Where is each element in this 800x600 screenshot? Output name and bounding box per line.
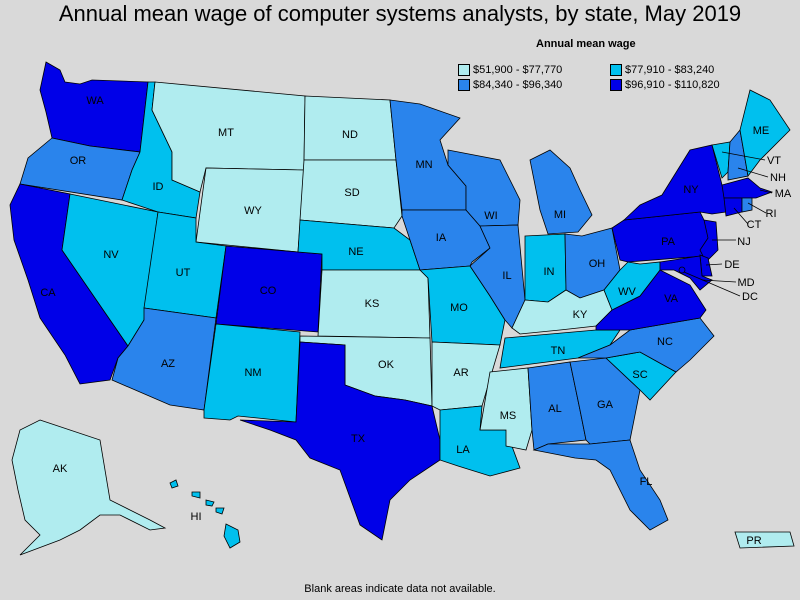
state-label-pr: PR bbox=[746, 535, 761, 547]
legend-label: $84,340 - $96,340 bbox=[473, 79, 563, 91]
state-label-az: AZ bbox=[161, 358, 175, 370]
state-label-wv: WV bbox=[618, 286, 636, 298]
state-ri[interactable] bbox=[741, 197, 753, 213]
state-label-sc: SC bbox=[632, 369, 647, 381]
state-pr[interactable] bbox=[734, 531, 795, 549]
state-label-nm: NM bbox=[244, 367, 261, 379]
state-label-ma: MA bbox=[775, 188, 792, 200]
leader-lines bbox=[683, 151, 773, 297]
state-ks[interactable] bbox=[317, 269, 431, 339]
state-label-me: ME bbox=[753, 125, 770, 137]
state-me[interactable] bbox=[739, 89, 791, 177]
legend-swatch bbox=[458, 79, 470, 91]
state-label-vt: VT bbox=[767, 155, 781, 167]
legend-item-tier-1: $77,910 - $83,240 bbox=[610, 64, 714, 76]
legend-item-tier-0: $51,900 - $77,770 bbox=[458, 64, 562, 76]
legend-item-tier-3: $96,910 - $110,820 bbox=[610, 79, 720, 91]
legend-label: $96,910 - $110,820 bbox=[625, 79, 720, 91]
state-nd[interactable] bbox=[303, 95, 397, 161]
state-label-ks: KS bbox=[365, 298, 380, 310]
state-label-tn: TN bbox=[551, 345, 566, 357]
state-label-nj: NJ bbox=[737, 236, 750, 248]
state-label-mi: MI bbox=[554, 209, 566, 221]
state-label-nh: NH bbox=[770, 172, 786, 184]
state-label-wi: WI bbox=[484, 210, 497, 222]
state-labels: WA OR CA NV ID MT WY UT AZ CO NM ND SD N… bbox=[40, 95, 792, 547]
state-la[interactable] bbox=[439, 405, 521, 477]
state-label-nv: NV bbox=[103, 249, 119, 261]
legend-title: Annual mean wage bbox=[536, 38, 636, 50]
state-il[interactable] bbox=[469, 224, 526, 329]
state-label-fl: FL bbox=[640, 476, 653, 488]
state-label-ga: GA bbox=[597, 399, 614, 411]
state-dc[interactable] bbox=[678, 266, 686, 274]
state-label-il: IL bbox=[502, 270, 511, 282]
state-label-in: IN bbox=[544, 266, 555, 278]
state-label-pa: PA bbox=[661, 236, 676, 248]
state-label-ms: MS bbox=[500, 410, 517, 422]
legend-swatch bbox=[610, 64, 622, 76]
state-label-ak: AK bbox=[53, 463, 68, 475]
state-hi[interactable] bbox=[169, 479, 241, 549]
state-fl[interactable] bbox=[532, 439, 669, 531]
state-label-mo: MO bbox=[450, 302, 468, 314]
state-tx[interactable] bbox=[239, 341, 441, 541]
state-label-al: AL bbox=[548, 403, 561, 415]
state-label-ca: CA bbox=[40, 287, 56, 299]
state-label-hi: HI bbox=[191, 511, 202, 523]
state-ct[interactable] bbox=[723, 197, 743, 217]
state-label-tx: TX bbox=[351, 433, 366, 445]
state-label-ne: NE bbox=[348, 246, 363, 258]
state-label-sd: SD bbox=[344, 187, 359, 199]
state-ma[interactable] bbox=[721, 177, 774, 199]
state-label-ny: NY bbox=[683, 184, 699, 196]
state-label-oh: OH bbox=[589, 258, 606, 270]
legend-label: $77,910 - $83,240 bbox=[625, 64, 715, 76]
state-label-md: MD bbox=[737, 277, 754, 289]
state-label-ky: KY bbox=[573, 309, 588, 321]
map-title: Annual mean wage of computer systems ana… bbox=[58, 1, 742, 26]
state-label-co: CO bbox=[260, 285, 277, 297]
state-label-mn: MN bbox=[415, 159, 432, 171]
state-nm[interactable] bbox=[203, 323, 301, 423]
state-label-va: VA bbox=[664, 293, 679, 305]
legend-item-tier-2: $84,340 - $96,340 bbox=[458, 79, 562, 91]
state-label-mt: MT bbox=[218, 127, 234, 139]
state-label-ar: AR bbox=[453, 367, 468, 379]
state-label-wa: WA bbox=[86, 95, 104, 107]
state-label-nd: ND bbox=[342, 129, 358, 141]
state-label-ok: OK bbox=[378, 359, 395, 371]
state-label-de: DE bbox=[724, 259, 739, 271]
state-label-la: LA bbox=[456, 444, 470, 456]
state-ak[interactable] bbox=[11, 419, 167, 556]
state-label-ct: CT bbox=[747, 219, 762, 231]
state-sd[interactable] bbox=[299, 159, 403, 229]
legend-swatch bbox=[458, 64, 470, 76]
state-label-ut: UT bbox=[176, 267, 191, 279]
footnote: Blank areas indicate data not available. bbox=[304, 583, 496, 595]
state-label-dc: DC bbox=[742, 291, 758, 303]
legend-label: $51,900 - $77,770 bbox=[473, 64, 563, 76]
state-label-nc: NC bbox=[657, 336, 673, 348]
state-label-or: OR bbox=[70, 155, 87, 167]
state-mi[interactable] bbox=[529, 149, 593, 235]
state-label-wy: WY bbox=[244, 205, 262, 217]
state-az[interactable] bbox=[111, 307, 217, 411]
legend-swatch bbox=[610, 79, 622, 91]
state-label-ri: RI bbox=[766, 208, 777, 220]
state-label-ia: IA bbox=[436, 232, 447, 244]
state-label-id: ID bbox=[153, 181, 164, 193]
